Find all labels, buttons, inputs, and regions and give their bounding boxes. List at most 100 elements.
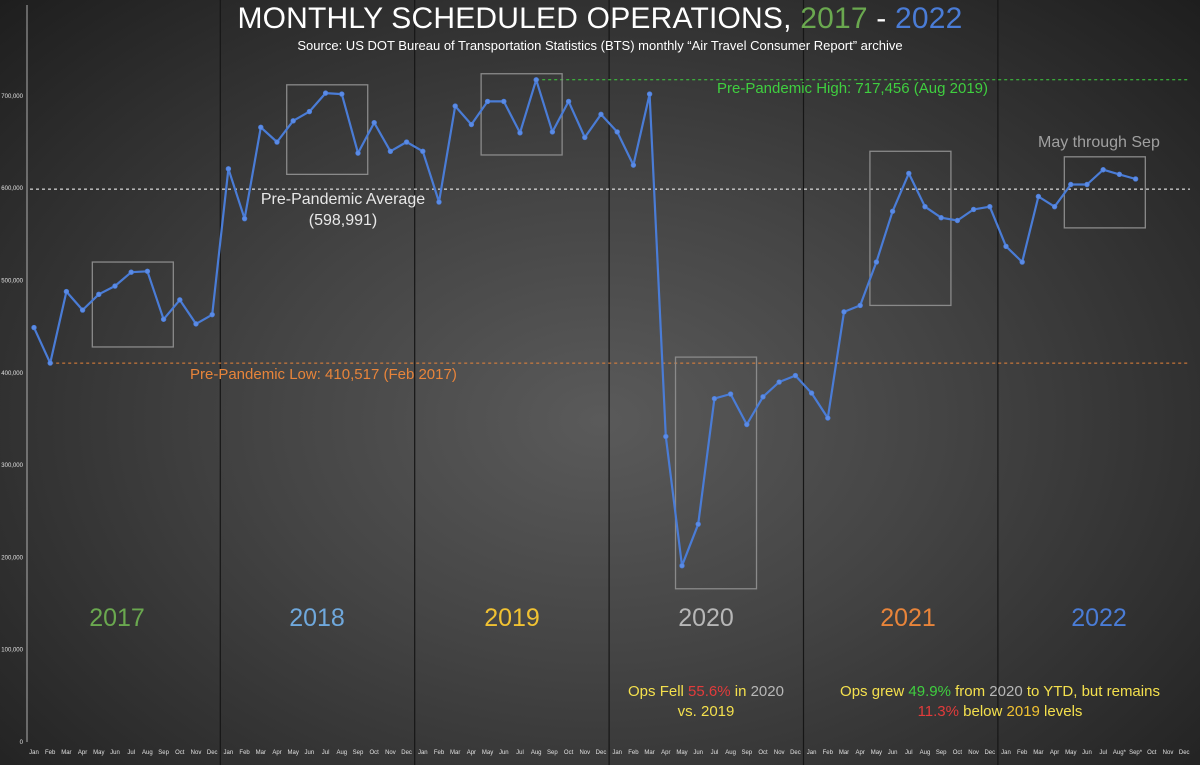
data-point xyxy=(549,129,556,135)
data-point xyxy=(306,108,313,115)
x-tick-label: Dec xyxy=(1179,750,1190,756)
may-sep-highlight-box xyxy=(1063,156,1146,229)
x-tick-label: Nov xyxy=(191,750,202,756)
x-tick-label: Jan xyxy=(224,750,234,756)
x-tick-label: Sep xyxy=(158,750,169,756)
data-point xyxy=(1068,181,1074,188)
pre-pandemic-low-label: Pre-Pandemic Low: 410,517 (Feb 2017) xyxy=(190,366,457,383)
x-tick-label: Nov xyxy=(579,750,590,756)
data-point xyxy=(533,77,539,83)
x-tick-label: Dec xyxy=(207,750,218,756)
data-point xyxy=(468,121,475,128)
data-point xyxy=(792,372,799,379)
x-tick-label: Apr xyxy=(467,750,476,756)
data-point xyxy=(47,360,53,366)
x-tick-label: Apr xyxy=(1050,750,1059,756)
note-2020-text1: Ops Fell xyxy=(628,683,689,700)
x-tick-label: Jan xyxy=(807,750,817,756)
data-point xyxy=(679,563,685,569)
data-point xyxy=(663,433,669,440)
data-point xyxy=(614,129,620,135)
x-tick-label: Jul xyxy=(127,750,135,756)
x-tick-label: Jul xyxy=(905,750,913,756)
x-tick-label: May xyxy=(93,750,104,756)
data-point xyxy=(630,162,637,168)
data-point xyxy=(1019,259,1025,265)
x-tick-label: Jan xyxy=(29,750,39,756)
data-point xyxy=(160,316,167,322)
y-tick-label: 400,000 xyxy=(1,371,23,377)
data-point xyxy=(825,415,831,421)
data-point xyxy=(922,203,928,210)
x-tick-label: Feb xyxy=(823,750,834,756)
title-dash: - xyxy=(867,2,896,35)
x-tick-label: Jan xyxy=(418,750,428,756)
data-point xyxy=(128,269,134,275)
y-tick-label: 100,000 xyxy=(1,648,23,654)
x-tick-label: Aug* xyxy=(1113,750,1127,756)
y-tick-label: 700,000 xyxy=(1,94,23,100)
data-point xyxy=(889,208,896,214)
x-tick-label: Oct xyxy=(370,750,380,756)
x-tick-label: Dec xyxy=(596,750,607,756)
x-tick-label: Jul xyxy=(322,750,330,756)
note-2022-text3: to YTD, but remains xyxy=(1022,683,1160,700)
data-point xyxy=(371,119,377,126)
year-label-2018: 2018 xyxy=(289,604,345,632)
note-2020-pct: 55.6% xyxy=(688,683,731,700)
data-point xyxy=(695,521,701,527)
x-tick-label: Jun xyxy=(305,750,315,756)
data-point xyxy=(258,124,264,130)
data-point xyxy=(484,98,491,105)
year-label-2019: 2019 xyxy=(484,604,540,632)
note-2022-text5: levels xyxy=(1039,703,1083,720)
x-tick-label: Nov xyxy=(968,750,979,756)
data-point xyxy=(225,166,232,172)
title-year-start: 2017 xyxy=(800,2,868,35)
data-point xyxy=(987,203,993,210)
x-tick-label: May xyxy=(871,750,882,756)
data-point xyxy=(420,148,426,154)
data-point xyxy=(1132,176,1139,182)
data-point xyxy=(274,139,280,145)
note-2020-year: 2020 xyxy=(750,683,784,700)
x-tick-label: Sep xyxy=(353,750,364,756)
data-point xyxy=(582,134,588,141)
data-point xyxy=(31,324,37,331)
data-point xyxy=(517,130,523,136)
data-point xyxy=(711,395,718,402)
note-2022-year: 2020 xyxy=(989,683,1023,700)
data-point xyxy=(501,98,507,105)
x-tick-label: Apr xyxy=(661,750,670,756)
data-point xyxy=(177,297,183,303)
x-tick-label: Mar xyxy=(256,750,266,756)
x-tick-label: Oct xyxy=(1147,750,1157,756)
x-tick-label: Jun xyxy=(1082,750,1092,756)
x-tick-label: Feb xyxy=(434,750,445,756)
average-label-line1: Pre-Pandemic Average xyxy=(260,191,426,208)
pre-pandemic-average-label: Pre-Pandemic Average (598,991) xyxy=(248,189,438,231)
y-tick-label: 600,000 xyxy=(1,186,23,192)
y-tick-label: 500,000 xyxy=(1,279,23,285)
data-point xyxy=(241,215,248,222)
x-tick-label: Dec xyxy=(790,750,801,756)
x-tick-label: Mar xyxy=(450,750,460,756)
x-tick-label: Mar xyxy=(61,750,71,756)
note-2022-pct: 49.9% xyxy=(908,683,951,700)
may-sep-highlight-box xyxy=(286,84,369,176)
data-point xyxy=(452,103,458,109)
data-point xyxy=(96,291,102,298)
note-2022: Ops grew 49.9% from 2020 to YTD, but rem… xyxy=(812,682,1188,722)
chart-title: MONTHLY SCHEDULED OPERATIONS, 2017 - 202… xyxy=(0,2,1200,36)
x-tick-label: Sep xyxy=(936,750,947,756)
note-2020-line2: vs. 2019 xyxy=(677,703,735,720)
x-tick-label: Sep xyxy=(547,750,558,756)
series-line xyxy=(32,78,1136,567)
data-point xyxy=(112,283,118,289)
x-tick-label: Mar xyxy=(839,750,849,756)
data-point xyxy=(339,91,345,97)
x-tick-label: Nov xyxy=(1163,750,1174,756)
note-2022-text1: Ops grew xyxy=(840,683,909,700)
data-point xyxy=(873,259,880,265)
note-2022-text2: from xyxy=(950,683,990,700)
